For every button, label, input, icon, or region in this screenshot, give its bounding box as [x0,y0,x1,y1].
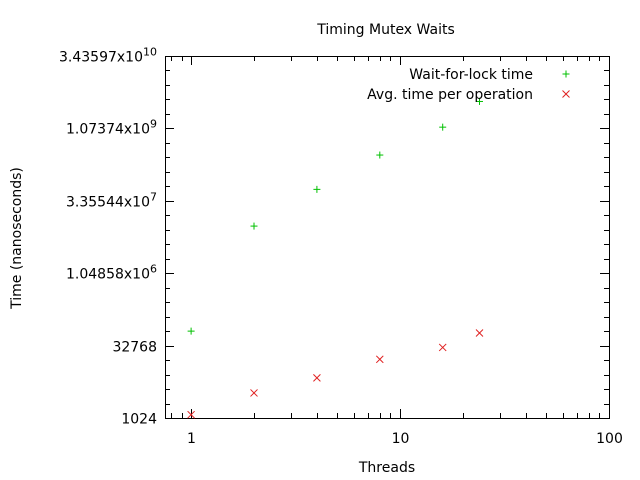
y-tick-label: 3.43597x1010 [59,46,157,66]
data-point-s2 [438,343,447,352]
data-point-s1 [187,327,195,335]
data-point-s2 [250,389,258,397]
data-points [187,97,484,419]
y-tick-label: 1024 [121,412,157,428]
y-tick-label: 32768 [112,340,157,356]
data-point-s2 [313,373,321,382]
chart-title: Timing Mutex Waits [316,22,455,38]
data-point-s2-b [475,329,484,337]
axis-ticks [165,56,610,419]
x-tick-label: 1 [187,431,196,447]
legend-marker [562,90,570,98]
y-tick-label: 1.04858x106 [66,263,157,283]
data-point-s1 [439,123,447,131]
x-tick-label: 10 [392,431,410,447]
y-axis-label: Time (nanoseconds) [9,167,25,310]
legend-marker-b [562,90,570,98]
legend-marker [562,70,570,78]
data-point-s1 [475,97,483,105]
data-point-s2-b [187,410,195,419]
x-axis-label: Threads [358,460,415,476]
data-point-s1 [376,151,384,159]
data-point-s2 [375,355,384,364]
data-point-s1 [313,185,321,193]
data-point-s2-b [375,355,384,364]
x-tick-label: 100 [596,431,623,447]
x-tick-labels: 1 10 100 [187,431,623,447]
data-point-s2-b [438,343,447,352]
plot-frame [165,56,610,419]
y-tick-label: 1.07374x109 [66,118,157,138]
legend: Wait-for-lock time Avg. time per operatio… [367,67,570,103]
y-tick-label: 3.35544x107 [66,191,157,211]
data-point-s2-b [250,389,258,397]
legend-label: Avg. time per operation [367,87,533,103]
data-point-s2 [187,410,195,419]
y-tick-labels: 1024 32768 1.04858x106 3.35544x107 1.07374x1… [59,46,157,428]
data-point-s1 [250,222,258,230]
data-point-s2 [475,329,484,337]
legend-label: Wait-for-lock time [409,67,533,83]
data-point-s2-b [313,373,321,382]
